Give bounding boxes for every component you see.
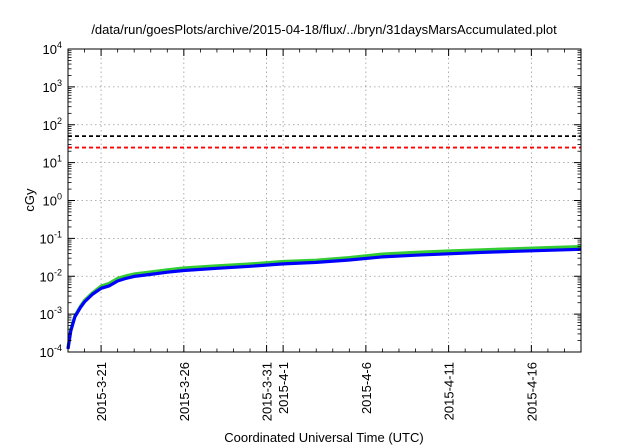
y-axis-label: cGy	[22, 188, 37, 212]
reference-lines	[68, 135, 581, 149]
x-tick-label: 2015-3-21	[94, 362, 109, 421]
y-tick-label: 10-1	[40, 229, 62, 246]
y-tick-label: 101	[43, 154, 62, 171]
series-line	[66, 247, 582, 350]
x-axis-label: Coordinated Universal Time (UTC)	[224, 430, 423, 445]
x-tick-label: 2015-3-26	[177, 362, 192, 421]
y-tick-label: 102	[43, 116, 62, 133]
y-tick-labels: 10-4 10-3 10-2 10-1 100 101 102 103 104	[40, 40, 62, 360]
series-group	[66, 245, 582, 350]
y-tick-label: 10-3	[40, 305, 62, 322]
y-tick-label: 104	[43, 40, 62, 57]
y-tick-label: 10-2	[40, 267, 62, 284]
y-tick-label: 103	[43, 78, 62, 95]
x-tick-label: 2015-3-31	[260, 362, 275, 421]
x-tick-labels: 2015-3-21 2015-3-26 2015-3-31 2015-4-1 2015-…	[94, 362, 539, 421]
y-tick-label: 100	[43, 192, 62, 209]
y-tick-label: 10-4	[40, 343, 62, 360]
axis-ticks	[68, 48, 581, 353]
x-tick-label: 2015-4-11	[442, 362, 457, 420]
chart-title: /data/run/goesPlots/archive/2015-04-18/f…	[91, 22, 557, 37]
grid	[68, 49, 581, 352]
x-tick-label: 2015-4-6	[359, 362, 374, 414]
x-tick-label: 2015-4-16	[524, 362, 539, 421]
x-tick-label: 2015-4-1	[276, 362, 291, 414]
